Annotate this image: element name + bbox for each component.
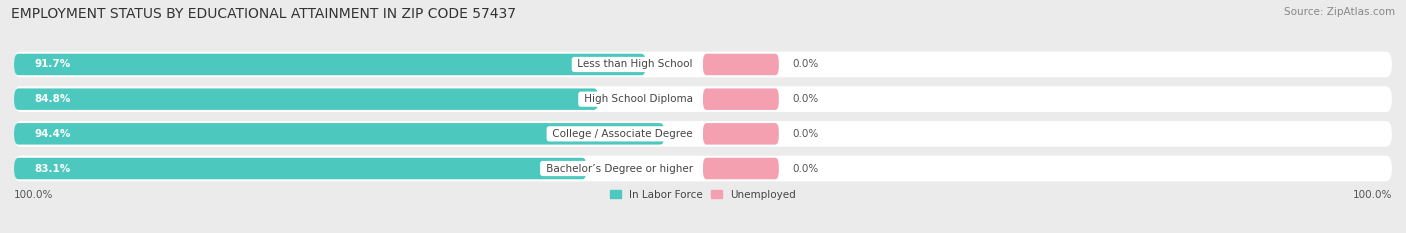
Text: Source: ZipAtlas.com: Source: ZipAtlas.com: [1284, 7, 1395, 17]
Text: 83.1%: 83.1%: [35, 164, 70, 174]
FancyBboxPatch shape: [14, 121, 1392, 147]
Text: 84.8%: 84.8%: [35, 94, 72, 104]
Text: Bachelor’s Degree or higher: Bachelor’s Degree or higher: [543, 164, 696, 174]
Text: 0.0%: 0.0%: [793, 94, 818, 104]
FancyBboxPatch shape: [703, 54, 779, 75]
Text: 94.4%: 94.4%: [35, 129, 72, 139]
FancyBboxPatch shape: [14, 52, 1392, 77]
FancyBboxPatch shape: [14, 54, 645, 75]
Text: 100.0%: 100.0%: [1353, 190, 1392, 200]
FancyBboxPatch shape: [14, 86, 1392, 112]
FancyBboxPatch shape: [703, 88, 779, 110]
Text: EMPLOYMENT STATUS BY EDUCATIONAL ATTAINMENT IN ZIP CODE 57437: EMPLOYMENT STATUS BY EDUCATIONAL ATTAINM…: [11, 7, 516, 21]
FancyBboxPatch shape: [703, 158, 779, 179]
FancyBboxPatch shape: [14, 156, 1392, 181]
Legend: In Labor Force, Unemployed: In Labor Force, Unemployed: [606, 185, 800, 204]
Text: High School Diploma: High School Diploma: [581, 94, 696, 104]
Text: Less than High School: Less than High School: [575, 59, 696, 69]
FancyBboxPatch shape: [14, 158, 586, 179]
Text: 91.7%: 91.7%: [35, 59, 70, 69]
FancyBboxPatch shape: [14, 123, 665, 145]
FancyBboxPatch shape: [14, 88, 599, 110]
Text: 0.0%: 0.0%: [793, 164, 818, 174]
FancyBboxPatch shape: [703, 123, 779, 145]
Text: 0.0%: 0.0%: [793, 129, 818, 139]
Text: College / Associate Degree: College / Associate Degree: [550, 129, 696, 139]
Text: 100.0%: 100.0%: [14, 190, 53, 200]
Text: 0.0%: 0.0%: [793, 59, 818, 69]
